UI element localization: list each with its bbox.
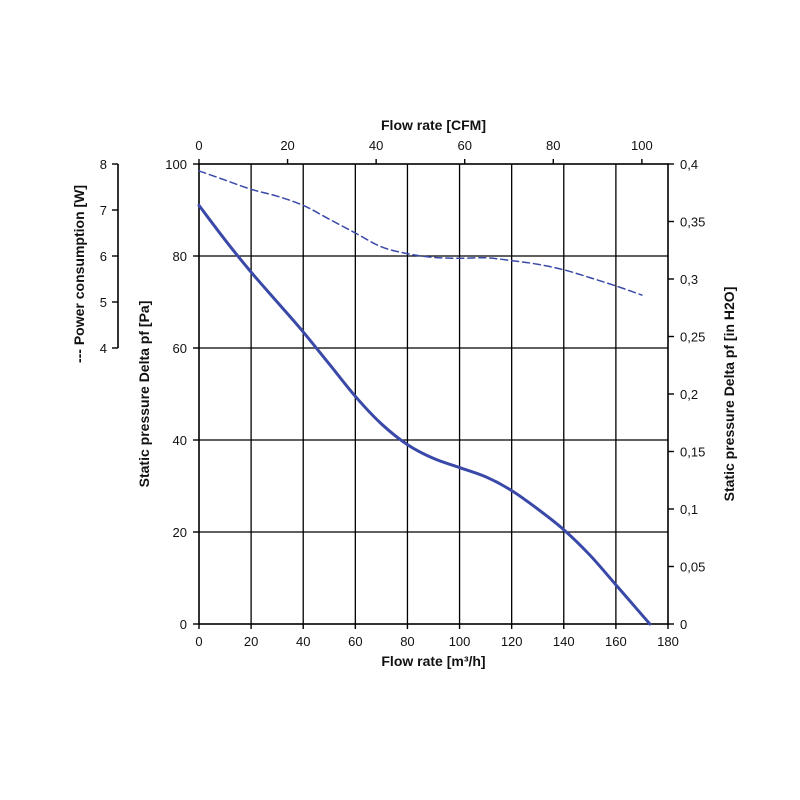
series-layer (197, 170, 652, 626)
y-right-tick-label: 0,3 (680, 272, 698, 287)
y-right-tick-label: 0,05 (680, 560, 705, 575)
y-right-tick-label: 0,2 (680, 387, 698, 402)
x-bottom-tick-label: 160 (605, 634, 627, 649)
y-right-tick-label: 0,15 (680, 445, 705, 460)
y-right-tick-label: 0,4 (680, 157, 698, 172)
x-top-tick-label: 60 (457, 138, 471, 153)
x-top-tick-label: 40 (369, 138, 383, 153)
x-top-tick-label: 100 (631, 138, 653, 153)
x-bottom-tick-label: 140 (553, 634, 575, 649)
y-axis-power-title: --- Power consumption [W] (71, 185, 87, 363)
power-tick-label: 6 (100, 249, 107, 264)
x-top-tick-label: 20 (280, 138, 294, 153)
x-bottom-tick-label: 20 (244, 634, 258, 649)
power-consumption-line (198, 170, 643, 296)
y-left-tick-label: 60 (173, 341, 187, 356)
static-pressure-line (197, 203, 652, 626)
x-axis-top-title: Flow rate [CFM] (381, 117, 486, 133)
x-bottom-tick-label: 120 (501, 634, 523, 649)
power-tick-label: 4 (100, 341, 107, 356)
x-bottom-tick-label: 80 (400, 634, 414, 649)
x-bottom-tick-label: 60 (348, 634, 362, 649)
y-axis-right-title: Static pressure Delta pf [in H2O] (721, 287, 737, 502)
plot-frame (198, 163, 669, 625)
x-bottom-tick-label: 40 (296, 634, 310, 649)
y-left-tick-label: 80 (173, 249, 187, 264)
y-right-tick-label: 0 (680, 617, 687, 632)
x-bottom-tick-label: 0 (195, 634, 202, 649)
y-left-tick-label: 20 (173, 525, 187, 540)
y-axis-left-title: Static pressure Delta pf [Pa] (136, 301, 152, 488)
x-top-tick-label: 0 (195, 138, 202, 153)
power-tick-label: 8 (100, 157, 107, 172)
x-top-tick-label: 80 (546, 138, 560, 153)
power-tick-label: 5 (100, 295, 107, 310)
power-tick-label: 7 (100, 203, 107, 218)
y-right-tick-label: 0,35 (680, 215, 705, 230)
grid-lines (199, 164, 668, 624)
y-left-tick-label: 0 (180, 617, 187, 632)
y-right-tick-label: 0,1 (680, 502, 698, 517)
x-bottom-tick-label: 180 (657, 634, 679, 649)
x-bottom-tick-label: 100 (449, 634, 471, 649)
y-left-tick-label: 100 (165, 157, 187, 172)
y-left-tick-label: 40 (173, 433, 187, 448)
y-right-tick-label: 0,25 (680, 330, 705, 345)
x-axis-bottom-title: Flow rate [m³/h] (381, 653, 485, 669)
